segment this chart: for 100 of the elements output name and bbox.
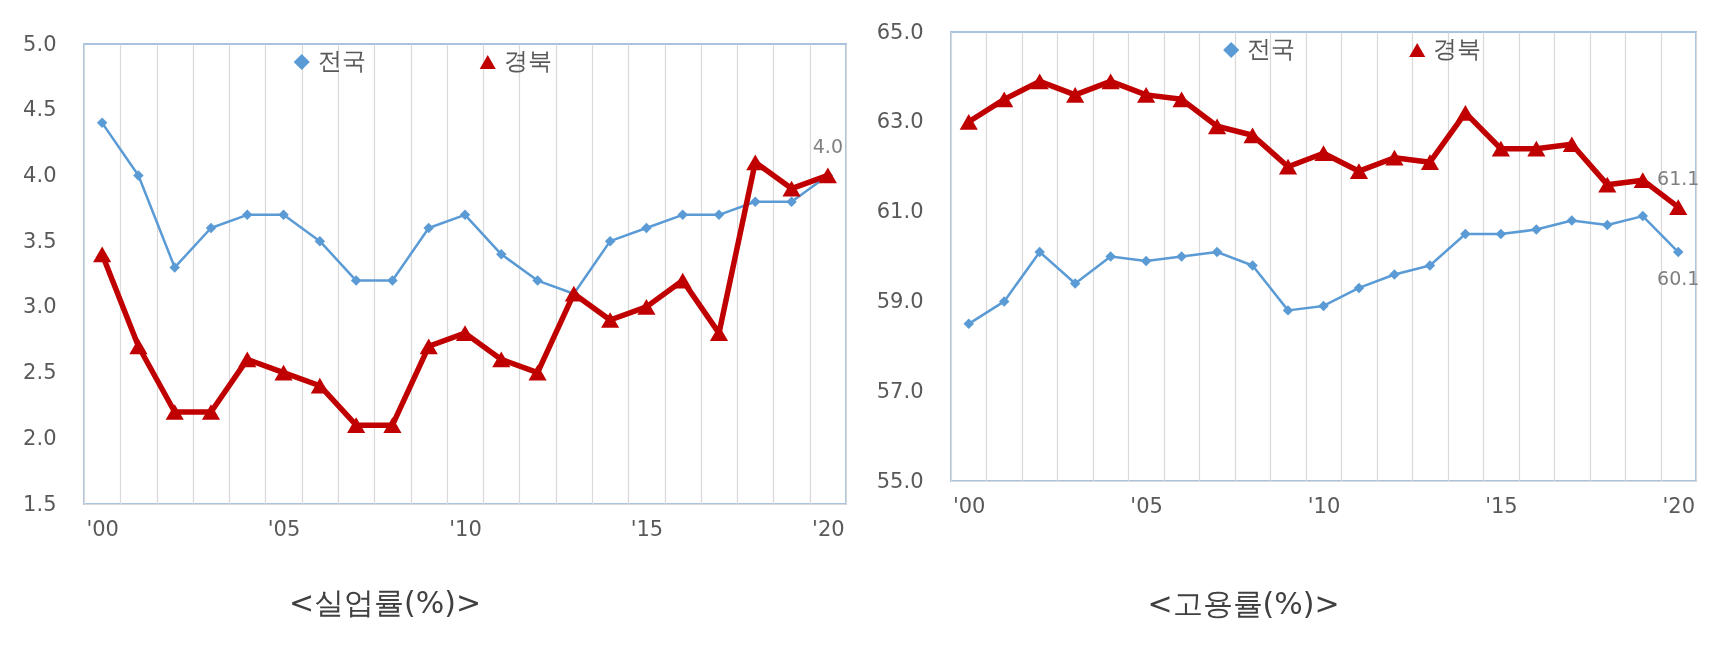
point: [165, 404, 184, 420]
point: [995, 91, 1014, 108]
point: [238, 351, 257, 368]
point: [205, 222, 217, 234]
point: [1389, 269, 1400, 280]
point: [1176, 251, 1187, 262]
x-tick-label: '00: [952, 493, 986, 518]
point: [96, 117, 108, 129]
x-tick-label: '05: [1130, 493, 1163, 518]
point: [750, 196, 761, 207]
point: [1531, 224, 1542, 235]
y-tick-label: 61.0: [876, 199, 924, 224]
point: [746, 154, 765, 171]
x-tick-label: '15: [1485, 493, 1518, 518]
point: [959, 113, 978, 130]
point: [1207, 118, 1227, 135]
point: [1314, 145, 1333, 162]
point: [1282, 305, 1294, 316]
point: [1527, 140, 1546, 157]
point: [1637, 210, 1649, 222]
point: [963, 318, 974, 330]
y-tick-label: 4.0: [23, 162, 57, 187]
point: [786, 196, 797, 207]
legend-label: 전국: [1247, 35, 1296, 63]
point: [387, 275, 398, 286]
point: [1140, 255, 1152, 267]
point: [383, 417, 402, 434]
point: [278, 209, 289, 221]
point: [782, 180, 801, 197]
point: [133, 170, 144, 181]
point: [1105, 251, 1116, 262]
point: [1247, 260, 1258, 271]
point: [818, 167, 837, 184]
point: [1602, 219, 1613, 231]
point: [1278, 158, 1298, 175]
y-tick-label: 1.5: [23, 491, 57, 516]
y-tick-label: 63.0: [876, 109, 924, 134]
text: <실업률(%)>: [288, 585, 482, 620]
point: [1495, 228, 1507, 240]
x-tick-label: '20: [1662, 493, 1696, 518]
point: [1460, 228, 1471, 240]
x-tick-label: '10: [449, 516, 482, 541]
point: [1385, 149, 1404, 166]
point: [455, 325, 475, 342]
point: [242, 209, 253, 221]
y-tick-label: 2.5: [23, 360, 57, 385]
point: [1349, 163, 1369, 180]
point: [1562, 136, 1581, 153]
y-tick-label: 59.0: [876, 288, 924, 313]
point: [423, 222, 434, 234]
point: [641, 222, 652, 234]
point: [1034, 246, 1045, 258]
point: [564, 285, 583, 302]
point: [604, 235, 616, 247]
point: [1566, 215, 1578, 226]
point: [419, 338, 438, 355]
point: [1673, 246, 1684, 258]
point: [1424, 260, 1436, 271]
point: [1598, 176, 1617, 193]
y-tick-label: 5.0: [23, 31, 57, 56]
x-tick-label: '20: [812, 516, 845, 541]
point: [601, 312, 620, 328]
legend-label: 전국: [317, 47, 366, 75]
y-tick-label: 3.5: [23, 228, 57, 253]
point: [528, 364, 547, 381]
legend-label: 경북: [1433, 35, 1482, 63]
y-tick-label: 65.0: [876, 19, 924, 44]
y-tick-label: 4.5: [23, 97, 57, 122]
y-tick-label: 2.0: [23, 425, 57, 450]
point: [310, 377, 329, 394]
point: [274, 364, 293, 381]
point: [1420, 154, 1440, 171]
point: [492, 351, 511, 368]
point: [1066, 86, 1085, 103]
point: [1211, 246, 1223, 258]
point: [637, 298, 656, 315]
point: [169, 262, 180, 273]
point: [1353, 282, 1365, 294]
point: [459, 209, 471, 221]
point: [93, 246, 112, 263]
point: [1069, 278, 1081, 289]
point: [201, 404, 221, 420]
y-tick-label: 57.0: [876, 378, 924, 403]
point: [1137, 86, 1156, 103]
point: [998, 296, 1010, 307]
point: [314, 235, 326, 247]
point: [1101, 73, 1120, 90]
x-tick-label: '15: [630, 516, 664, 541]
text: <고용률(%)>: [1147, 586, 1340, 621]
x-tick-label: '05: [267, 516, 301, 541]
legend-label: 경북: [503, 47, 552, 75]
point: [129, 338, 148, 355]
y-tick-label: 3.0: [23, 294, 57, 319]
x-tick-label: '00: [86, 516, 119, 541]
point: [532, 275, 543, 286]
point: [677, 209, 688, 221]
point: [496, 249, 507, 260]
x-tick-label: '10: [1307, 493, 1341, 518]
data-label: 4.0: [812, 135, 843, 158]
point: [347, 417, 366, 434]
